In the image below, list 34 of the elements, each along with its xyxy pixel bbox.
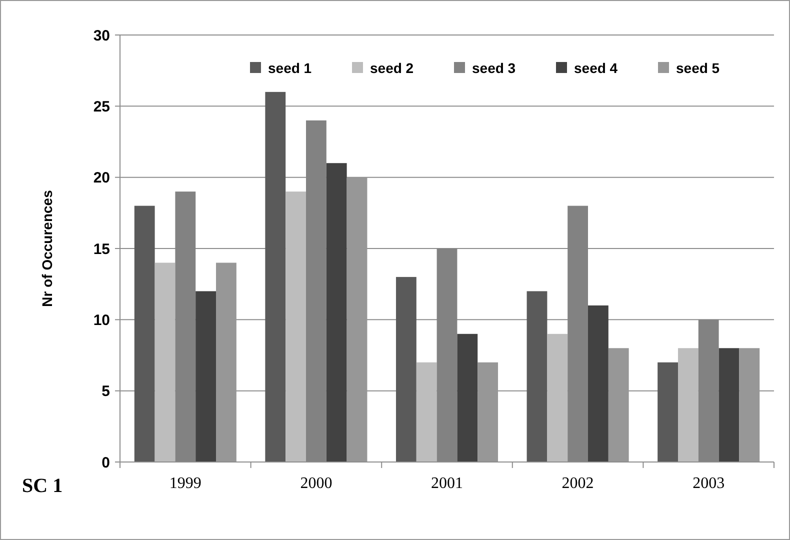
y-tick-label: 20	[93, 170, 110, 187]
legend-label: seed 5	[676, 60, 720, 76]
x-tick-label: 2002	[562, 475, 594, 492]
legend-label: seed 3	[472, 60, 516, 76]
y-tick-label: 0	[102, 454, 110, 472]
y-tick-label: 15	[93, 240, 110, 258]
x-tick-label: 2001	[431, 475, 463, 492]
bar	[134, 206, 155, 462]
bar	[416, 362, 437, 462]
y-axis-title: Nr of Occurences	[39, 190, 55, 307]
bar	[658, 362, 678, 462]
y-tick-label: 5	[102, 383, 110, 400]
x-tick-label: 2003	[692, 475, 725, 492]
bar	[678, 348, 698, 462]
x-tick-label: 1999	[169, 475, 202, 492]
y-tick-label: 30	[93, 27, 110, 44]
bar	[526, 291, 548, 462]
legend-label: seed 4	[574, 60, 618, 76]
bar	[457, 334, 478, 462]
y-tick-label: 10	[93, 312, 110, 329]
y-tick-label: 25	[93, 98, 110, 116]
legend-label: seed 2	[370, 60, 414, 76]
bar	[286, 192, 306, 462]
bar	[196, 291, 216, 462]
text: SC 1	[22, 475, 63, 497]
bar	[265, 92, 286, 462]
bar	[326, 163, 347, 462]
bar	[396, 276, 416, 462]
x-tick-label: 2000	[300, 475, 332, 492]
legend-label: seed 1	[268, 60, 312, 76]
bar	[154, 262, 176, 462]
bar	[718, 348, 740, 462]
bar	[588, 305, 608, 462]
bar	[547, 334, 568, 462]
